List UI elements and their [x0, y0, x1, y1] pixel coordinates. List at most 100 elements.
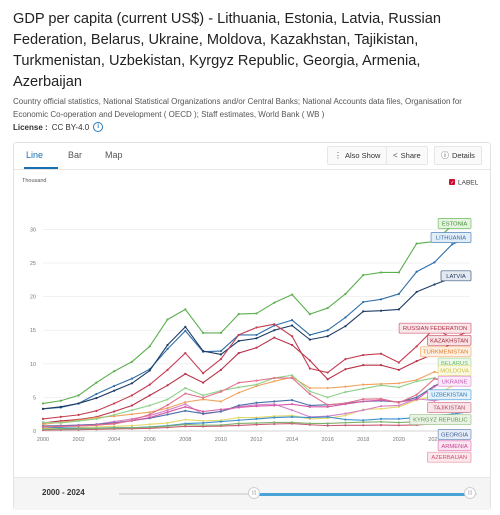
data-point[interactable] — [219, 408, 223, 411]
data-point[interactable] — [415, 290, 418, 294]
label-checkbox[interactable] — [449, 179, 455, 185]
data-point[interactable] — [166, 384, 169, 387]
data-point[interactable] — [397, 424, 400, 427]
tab-map[interactable]: Map — [105, 150, 123, 160]
data-point[interactable] — [273, 323, 276, 326]
data-point[interactable] — [184, 401, 187, 404]
data-point[interactable] — [362, 383, 365, 386]
data-point[interactable] — [290, 293, 294, 296]
data-point[interactable] — [308, 390, 311, 393]
data-point[interactable] — [148, 416, 151, 419]
data-point[interactable] — [344, 385, 347, 388]
data-point[interactable] — [290, 398, 294, 402]
data-point[interactable] — [415, 380, 418, 383]
data-point[interactable] — [379, 397, 383, 400]
data-point[interactable] — [255, 417, 258, 421]
data-point[interactable] — [379, 384, 383, 387]
data-point[interactable] — [130, 413, 134, 416]
data-point[interactable] — [202, 381, 205, 384]
data-point[interactable] — [113, 427, 116, 430]
data-point[interactable] — [95, 396, 98, 400]
data-point[interactable] — [344, 292, 347, 296]
data-point[interactable] — [148, 426, 151, 429]
data-point[interactable] — [219, 368, 223, 371]
data-point[interactable] — [130, 360, 134, 363]
data-point[interactable] — [344, 316, 347, 319]
data-point[interactable] — [184, 409, 187, 412]
data-point[interactable] — [148, 345, 151, 348]
data-point[interactable] — [273, 416, 276, 419]
data-point[interactable] — [95, 409, 98, 412]
data-point[interactable] — [308, 386, 311, 390]
data-point[interactable] — [308, 422, 311, 425]
data-point[interactable] — [184, 405, 187, 408]
data-point[interactable] — [166, 413, 169, 416]
data-point[interactable] — [166, 398, 169, 401]
data-point[interactable] — [202, 331, 205, 335]
data-point[interactable] — [59, 399, 62, 402]
data-point[interactable] — [362, 387, 365, 390]
data-point[interactable] — [362, 419, 365, 422]
data-point[interactable] — [166, 404, 169, 407]
data-point[interactable] — [41, 402, 45, 405]
data-point[interactable] — [219, 410, 223, 413]
data-point[interactable] — [344, 424, 347, 427]
data-point[interactable] — [219, 400, 223, 403]
data-point[interactable] — [397, 386, 400, 389]
data-point[interactable] — [290, 324, 294, 327]
data-point[interactable] — [166, 368, 169, 371]
data-point[interactable] — [273, 400, 276, 403]
data-point[interactable] — [433, 283, 436, 286]
data-point[interactable] — [219, 423, 223, 427]
data-point[interactable] — [77, 394, 80, 397]
data-point[interactable] — [415, 345, 418, 348]
data-point[interactable] — [326, 329, 329, 332]
data-point[interactable] — [415, 398, 418, 401]
data-point[interactable] — [237, 424, 240, 427]
data-point[interactable] — [59, 427, 62, 431]
data-point[interactable] — [184, 325, 187, 328]
label-toggle[interactable]: ✓ LABEL — [449, 179, 479, 187]
data-point[interactable] — [379, 298, 383, 301]
data-point[interactable] — [166, 411, 169, 414]
data-point[interactable] — [113, 410, 116, 413]
data-point[interactable] — [113, 389, 116, 392]
data-point[interactable] — [148, 369, 151, 372]
data-point[interactable] — [344, 358, 347, 361]
data-point[interactable] — [326, 386, 329, 390]
data-point[interactable] — [273, 376, 276, 380]
data-point[interactable] — [166, 407, 169, 410]
data-point[interactable] — [326, 424, 329, 427]
data-point[interactable] — [290, 403, 294, 406]
data-point[interactable] — [326, 415, 329, 418]
data-point[interactable] — [273, 336, 276, 339]
data-point[interactable] — [255, 337, 258, 340]
details-button[interactable]: ⓘ Details — [434, 146, 482, 165]
data-point[interactable] — [344, 368, 347, 371]
data-point[interactable] — [255, 326, 258, 329]
data-point[interactable] — [130, 377, 134, 380]
data-point[interactable] — [237, 339, 240, 343]
data-point[interactable] — [397, 421, 400, 424]
data-point[interactable] — [362, 274, 365, 277]
data-point[interactable] — [415, 393, 418, 396]
data-point[interactable] — [273, 421, 276, 424]
data-point[interactable] — [273, 380, 276, 383]
data-point[interactable] — [237, 404, 240, 407]
data-point[interactable] — [379, 420, 383, 423]
data-point[interactable] — [219, 353, 223, 356]
data-point[interactable] — [308, 405, 311, 408]
data-point[interactable] — [344, 402, 347, 405]
data-point[interactable] — [184, 308, 187, 311]
data-point[interactable] — [237, 406, 240, 409]
data-point[interactable] — [326, 396, 329, 399]
data-point[interactable] — [130, 404, 134, 407]
data-point[interactable] — [255, 405, 258, 408]
data-point[interactable] — [415, 396, 418, 399]
data-point[interactable] — [397, 308, 400, 311]
data-point[interactable] — [130, 382, 134, 385]
data-point[interactable] — [308, 338, 311, 341]
data-point[interactable] — [433, 399, 436, 402]
data-point[interactable] — [202, 424, 205, 427]
data-point[interactable] — [113, 413, 116, 416]
